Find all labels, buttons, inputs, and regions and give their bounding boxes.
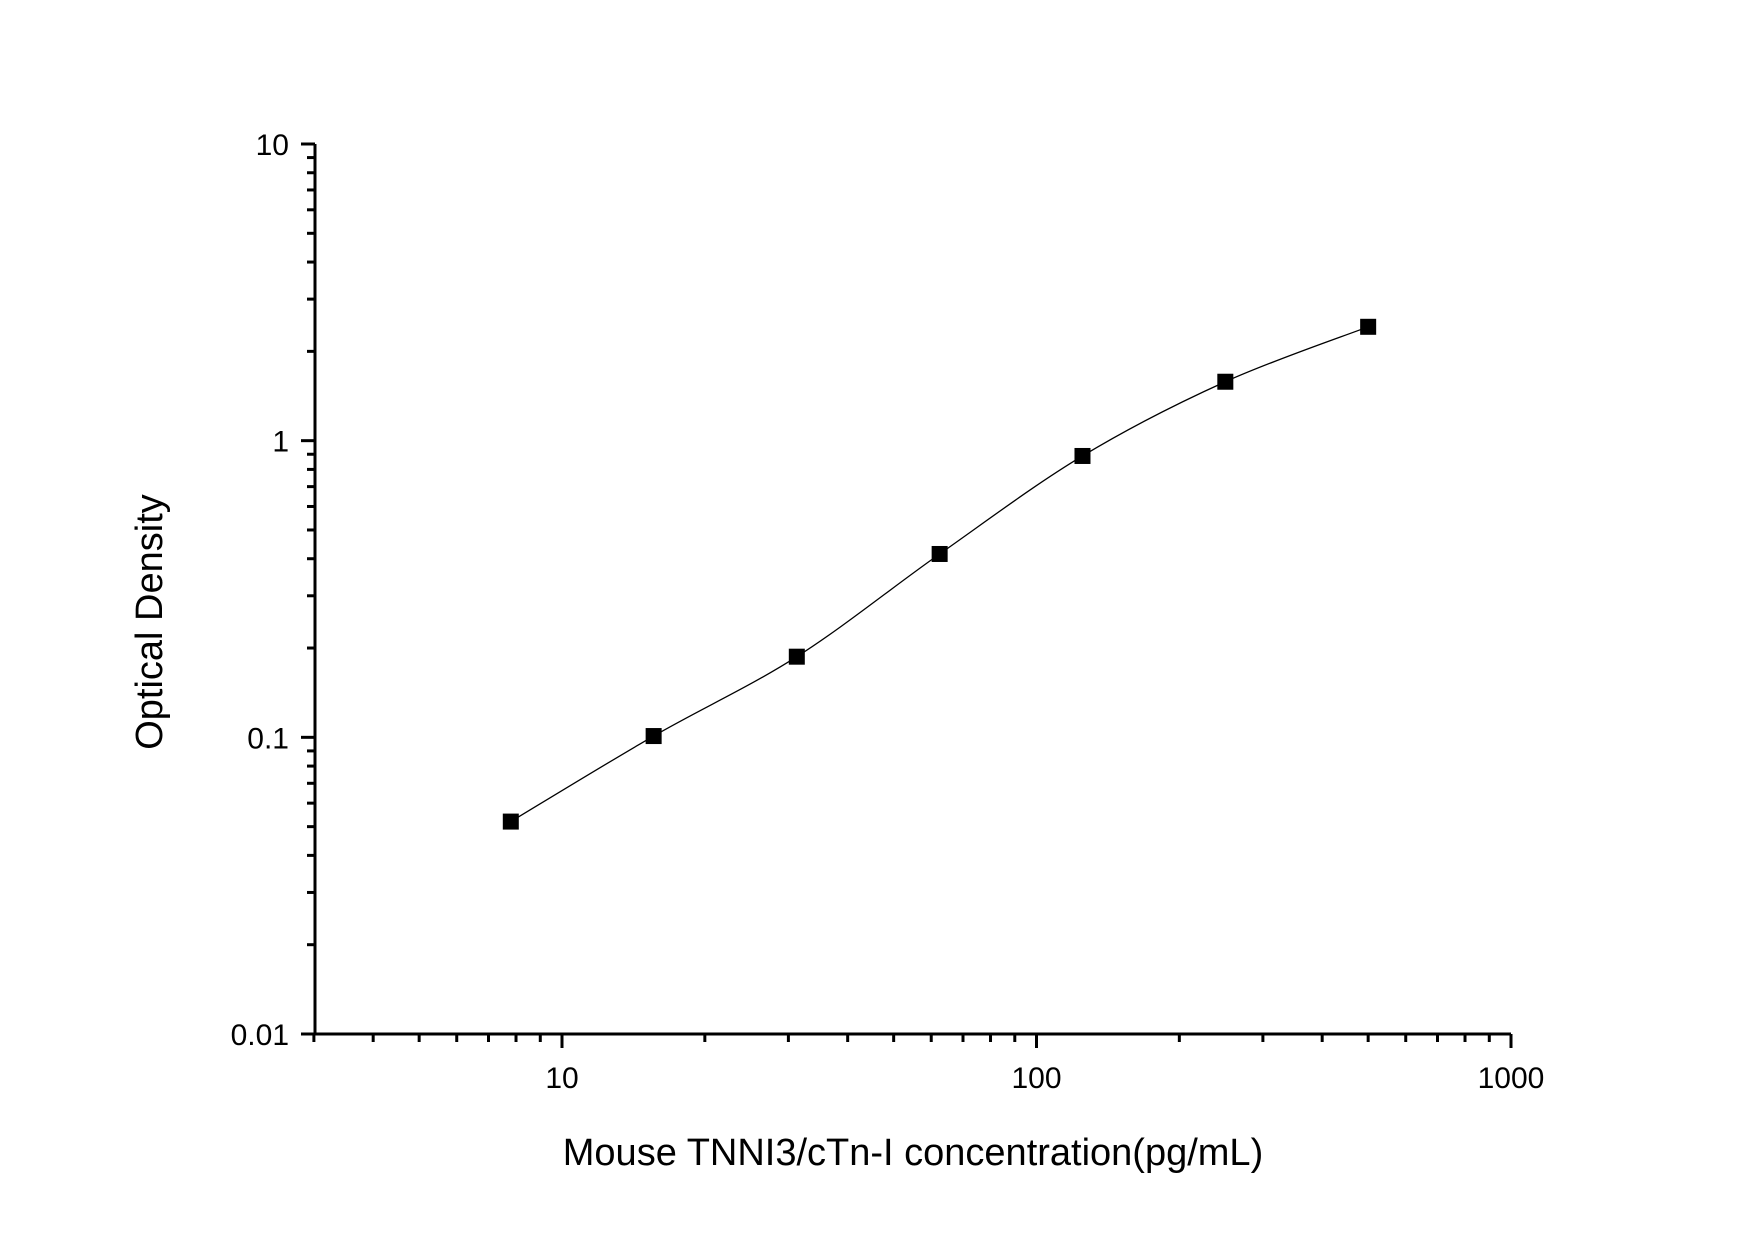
data-point-square-marker <box>788 648 805 665</box>
y-tick-label: 0.1 <box>247 722 289 755</box>
data-points <box>502 318 1377 830</box>
x-axis: 10 100 1000 <box>312 1032 1545 1095</box>
axes: 0.01 0.1 1 10 10 100 1000 <box>231 129 1545 1095</box>
y-axis: 0.01 0.1 1 10 <box>231 129 317 1052</box>
data-point-square-marker <box>1074 447 1091 464</box>
y-tick-label: 1 <box>272 426 289 459</box>
data-point-square-marker <box>645 728 662 745</box>
data-point-square-marker <box>931 545 948 562</box>
y-tick-label: 10 <box>256 129 289 162</box>
x-tick-label: 10 <box>545 1062 578 1095</box>
x-tick-label: 1000 <box>1478 1062 1545 1095</box>
x-tick-label: 100 <box>1011 1062 1061 1095</box>
data-point-square-marker <box>1360 318 1377 335</box>
data-point-square-marker <box>502 813 519 830</box>
x-axis-title: Mouse TNNI3/cTn-I concentration(pg/mL) <box>563 1132 1263 1174</box>
y-tick-label: 0.01 <box>231 1019 289 1052</box>
data-point-square-marker <box>1217 373 1234 390</box>
y-axis-title: Optical Density <box>129 494 171 750</box>
